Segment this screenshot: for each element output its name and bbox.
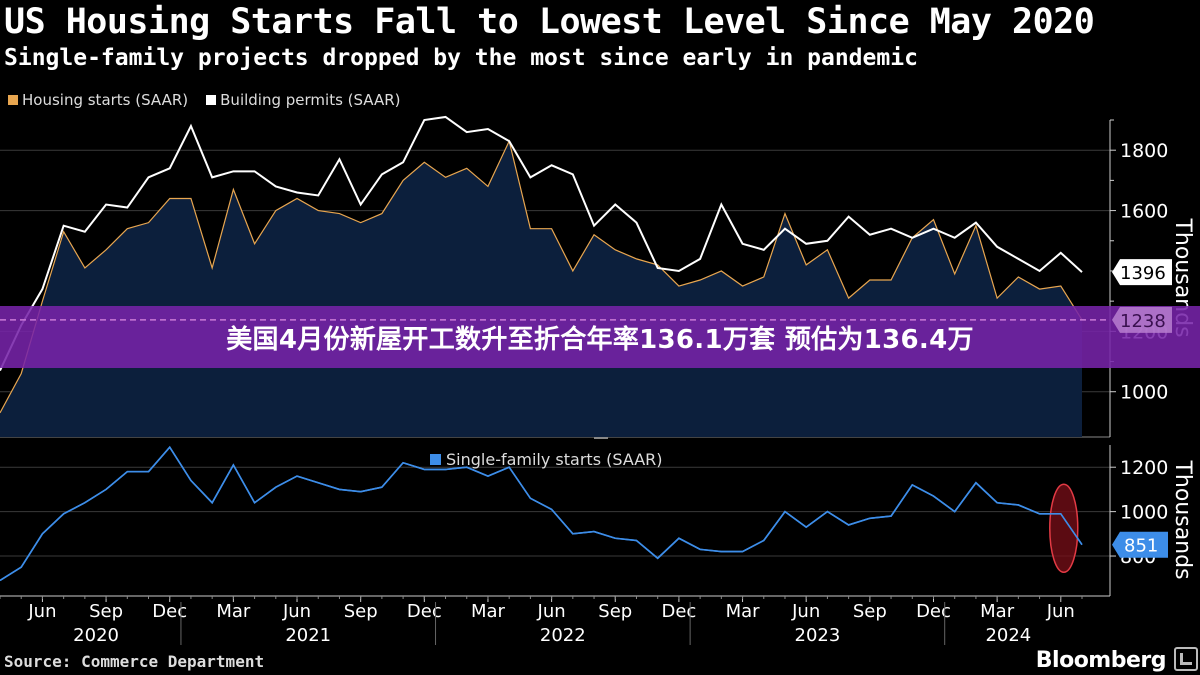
year-label-2020: 2020 [73, 625, 119, 646]
housing-starts-line [0, 139, 1083, 414]
source-note: Source: Commerce Department [4, 652, 265, 671]
news-banner: 美国4月份新屋开工数升至折合年率136.1万套 预估为136.4万 [0, 306, 1200, 368]
x-tick-label-6: Dec [407, 601, 442, 622]
news-banner-text: 美国4月份新屋开工数升至折合年率136.1万套 预估为136.4万 [226, 324, 974, 355]
legend-swatch-housing-starts [8, 95, 18, 105]
legend-label-single-family: Single-family starts (SAAR) [446, 450, 663, 469]
x-tick-label-16: Jun [1046, 601, 1075, 622]
year-label-2022: 2022 [540, 625, 586, 646]
bloomberg-mark-icon [1174, 647, 1198, 671]
top-tick-label-1800: 1800 [1120, 140, 1168, 162]
legend-item-housing-starts: Housing starts (SAAR) [8, 91, 188, 109]
bloomberg-logo: Bloomberg [1035, 648, 1167, 673]
year-label-2024: 2024 [985, 625, 1031, 646]
legend-swatch-single-family [430, 454, 441, 465]
x-tick-label-4: Jun [282, 601, 311, 622]
x-tick-label-10: Dec [661, 601, 696, 622]
x-tick-label-8: Jun [537, 601, 566, 622]
legend-swatch-building-permits [206, 95, 217, 105]
chart-subtitle: Single-family projects dropped by the mo… [4, 45, 918, 71]
single-last-value: 851 [1124, 536, 1158, 557]
year-label-2021: 2021 [285, 625, 331, 646]
x-axis-years: 2020 2021 2022 2023 2024 [73, 602, 1031, 646]
bottom-legend: Single-family starts (SAAR) [430, 450, 663, 469]
permits-last-value-shape [1112, 259, 1172, 286]
year-label-2023: 2023 [795, 625, 841, 646]
x-tick-label-1: Sep [89, 601, 123, 622]
x-tick-label-5: Sep [344, 601, 378, 622]
building-permits-line [0, 115, 1083, 372]
x-tick-label-7: Mar [471, 601, 506, 622]
x-tick-label-11: Mar [726, 601, 761, 622]
x-tick-label-15: Mar [980, 601, 1015, 622]
bottom-tick-label-1200: 1200 [1120, 457, 1168, 479]
x-tick-label-12: Jun [791, 601, 820, 622]
top-tick-label-1600: 1600 [1120, 201, 1168, 223]
permits-last-value-tag: 1396 [1112, 259, 1172, 286]
legend-label-housing-starts: Housing starts (SAAR) [22, 91, 189, 109]
top-legend: Housing starts (SAAR) Building permits (… [8, 91, 401, 109]
x-tick-label-13: Sep [853, 601, 887, 622]
x-tick-label-9: Sep [598, 601, 632, 622]
permits-last-value: 1396 [1120, 263, 1166, 284]
bottom-y-axis-label: Thousands [1170, 459, 1195, 579]
x-axis-ticks: Jun Sep Dec Mar Jun Sep Dec Mar Jun Sep Dec Mar Jun S… [0, 596, 1083, 622]
bottom-tick-label-1000: 1000 [1120, 502, 1168, 524]
x-tick-label-0: Jun [27, 601, 56, 622]
legend-label-building-permits: Building permits (SAAR) [220, 91, 401, 109]
legend-item-building-permits: Building permits (SAAR) [206, 91, 401, 109]
single-last-value-shape [1112, 531, 1168, 558]
single-last-value-tag: 851 [1112, 531, 1168, 558]
bottom-gridlines [0, 466, 1110, 557]
chart-title: US Housing Starts Fall to Lowest Level S… [4, 2, 1095, 42]
housing-starts-area [0, 141, 1082, 437]
highlight-ellipse [1049, 483, 1079, 574]
x-tick-label-3: Mar [216, 601, 251, 622]
single-family-starts-line-overlay [0, 445, 1083, 582]
x-tick-label-14: Dec [916, 601, 951, 622]
top-tick-label-1000: 1000 [1120, 382, 1168, 404]
x-tick-label-2: Dec [152, 601, 187, 622]
